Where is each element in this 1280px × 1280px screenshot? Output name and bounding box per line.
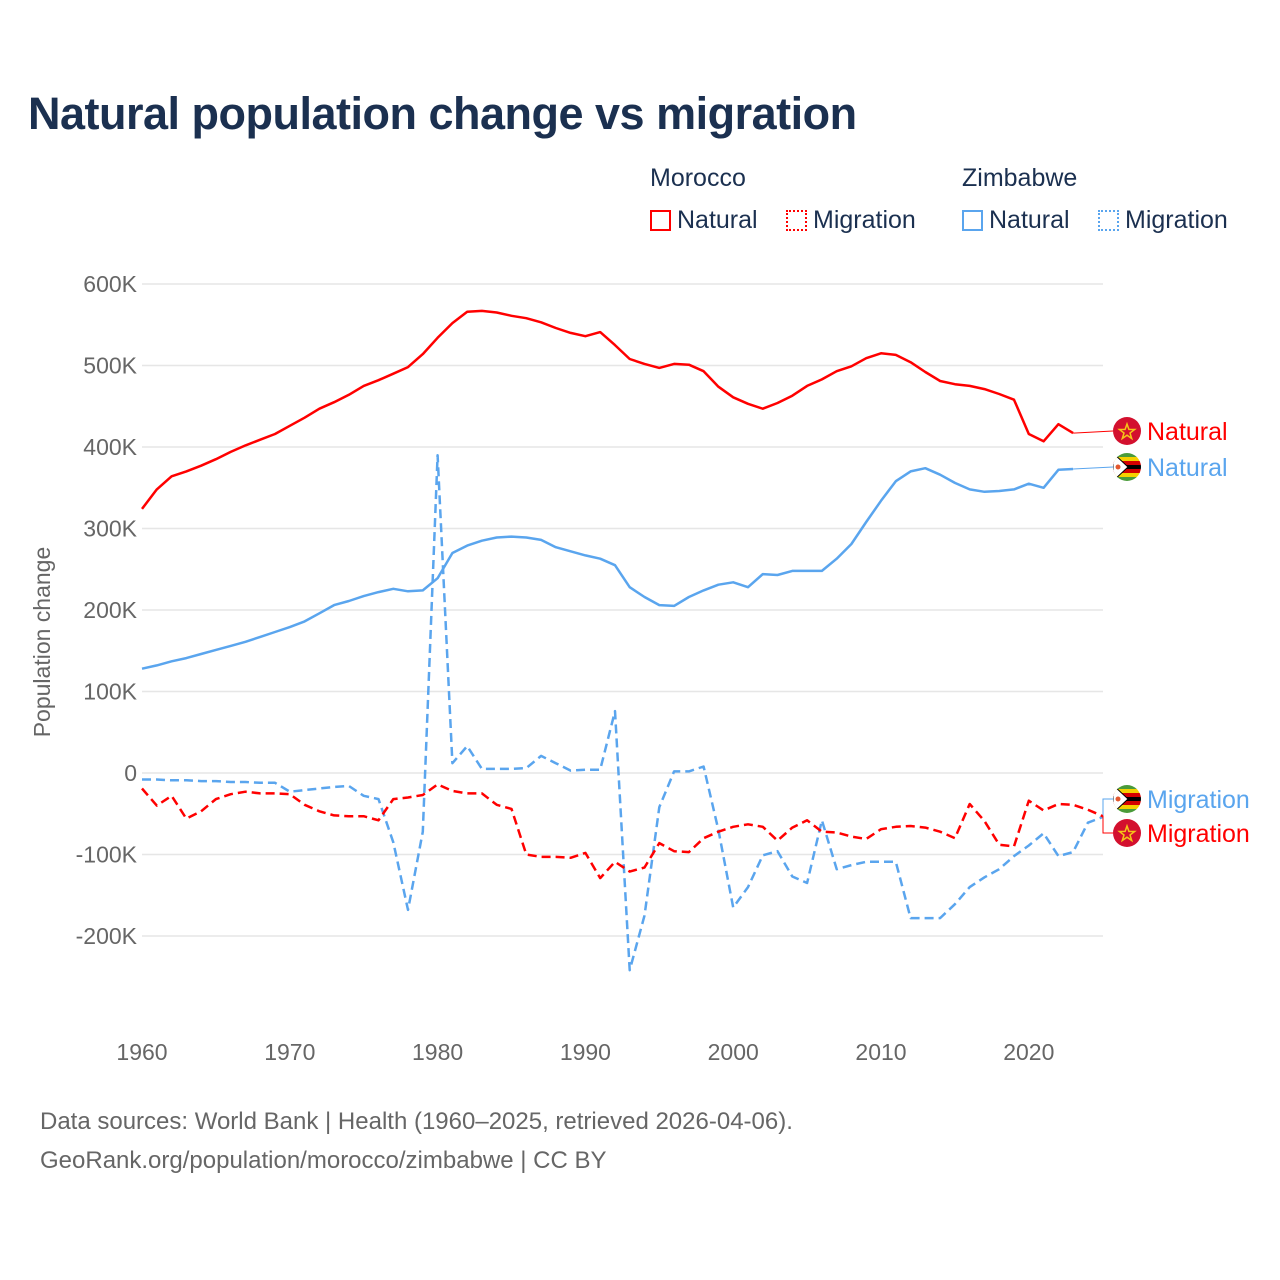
series-line-morocco-natural <box>141 309 1074 510</box>
x-tick-label: 2010 <box>855 1039 906 1065</box>
star-icon <box>1117 421 1137 441</box>
legend-zimbabwe-migration[interactable]: Migration <box>1098 206 1228 235</box>
legend-morocco-migration[interactable]: Migration <box>786 206 916 235</box>
legend-label: Natural <box>989 206 1070 234</box>
source-note: Data sources: World Bank | Health (1960–… <box>40 1108 793 1135</box>
legend-group-morocco: Morocco <box>650 164 746 192</box>
y-tick-label: 300K <box>83 516 137 542</box>
y-axis-label: Population change <box>29 547 55 738</box>
flag-circle <box>1113 417 1141 445</box>
flag-stripe <box>1113 457 1141 462</box>
flag-star <box>1115 464 1121 470</box>
flag-stripe <box>1113 477 1141 481</box>
x-tick-label: 1970 <box>264 1039 315 1065</box>
legend-zimbabwe-natural[interactable]: Natural <box>962 206 1070 235</box>
x-tick-label: 2020 <box>1003 1039 1054 1065</box>
legend-morocco-natural[interactable]: Natural <box>650 206 758 235</box>
zimbabwe-flag-icon <box>1113 785 1141 813</box>
y-tick-label: 100K <box>83 679 137 705</box>
legend-group-zimbabwe: Zimbabwe <box>962 164 1078 192</box>
series-line-zimbabwe-natural <box>141 466 1074 670</box>
flag-star <box>1115 796 1121 802</box>
x-tick-label: 1980 <box>412 1039 463 1065</box>
flag-stripe <box>1113 809 1141 813</box>
y-tick-label: 500K <box>83 353 137 379</box>
y-tick-label: 400K <box>83 434 137 460</box>
label-connector <box>1102 815 1113 834</box>
star-icon <box>1117 823 1137 843</box>
source-url[interactable]: GeoRank.org/population/morocco/zimbabwe … <box>40 1147 607 1174</box>
flag-stripes <box>1113 453 1141 481</box>
flag-stripe <box>1113 461 1141 466</box>
flag-stripe <box>1113 473 1141 478</box>
flag-stripe <box>1113 453 1141 458</box>
y-tick-label: 0 <box>124 760 137 786</box>
flag-circle <box>1113 819 1141 847</box>
series-line-zimbabwe-migration <box>142 453 1104 972</box>
legend-label: Migration <box>813 206 916 234</box>
legend-label: Migration <box>1125 206 1228 234</box>
end-label: Natural <box>1147 454 1228 482</box>
legend-label: Natural <box>677 206 758 234</box>
end-label: Migration <box>1147 820 1250 848</box>
y-tick-label: 600K <box>83 271 137 297</box>
x-tick-label: 1960 <box>116 1039 167 1065</box>
y-tick-label: 200K <box>83 597 137 623</box>
flag-stripe <box>1113 789 1141 794</box>
label-connector <box>1073 466 1114 470</box>
chart-title: Natural population change vs migration <box>28 88 857 139</box>
flag-stripe <box>1113 469 1141 474</box>
label-connector <box>1102 798 1113 818</box>
flag-stripe <box>1113 785 1141 790</box>
x-tick-label: 2000 <box>708 1039 759 1065</box>
flag-stripe <box>1113 793 1141 798</box>
legend-swatch-dotted <box>1098 210 1119 231</box>
y-tick-label: -100K <box>76 842 138 868</box>
series-line-morocco-migration <box>141 783 1104 880</box>
legend-swatch-solid <box>650 210 671 231</box>
flag-stripe <box>1113 801 1141 806</box>
morocco-flag-icon <box>1113 819 1141 847</box>
end-label: Migration <box>1147 786 1250 814</box>
flag-stripe <box>1113 805 1141 810</box>
label-connector <box>1073 430 1114 434</box>
x-tick-label: 1990 <box>560 1039 611 1065</box>
flag-stripes <box>1113 785 1141 813</box>
legend-swatch-dotted <box>786 210 807 231</box>
legend-swatch-solid <box>962 210 983 231</box>
end-label: Natural <box>1147 418 1228 446</box>
y-tick-label: -200K <box>76 923 138 949</box>
morocco-flag-icon <box>1113 417 1141 445</box>
zimbabwe-flag-icon <box>1113 453 1141 481</box>
